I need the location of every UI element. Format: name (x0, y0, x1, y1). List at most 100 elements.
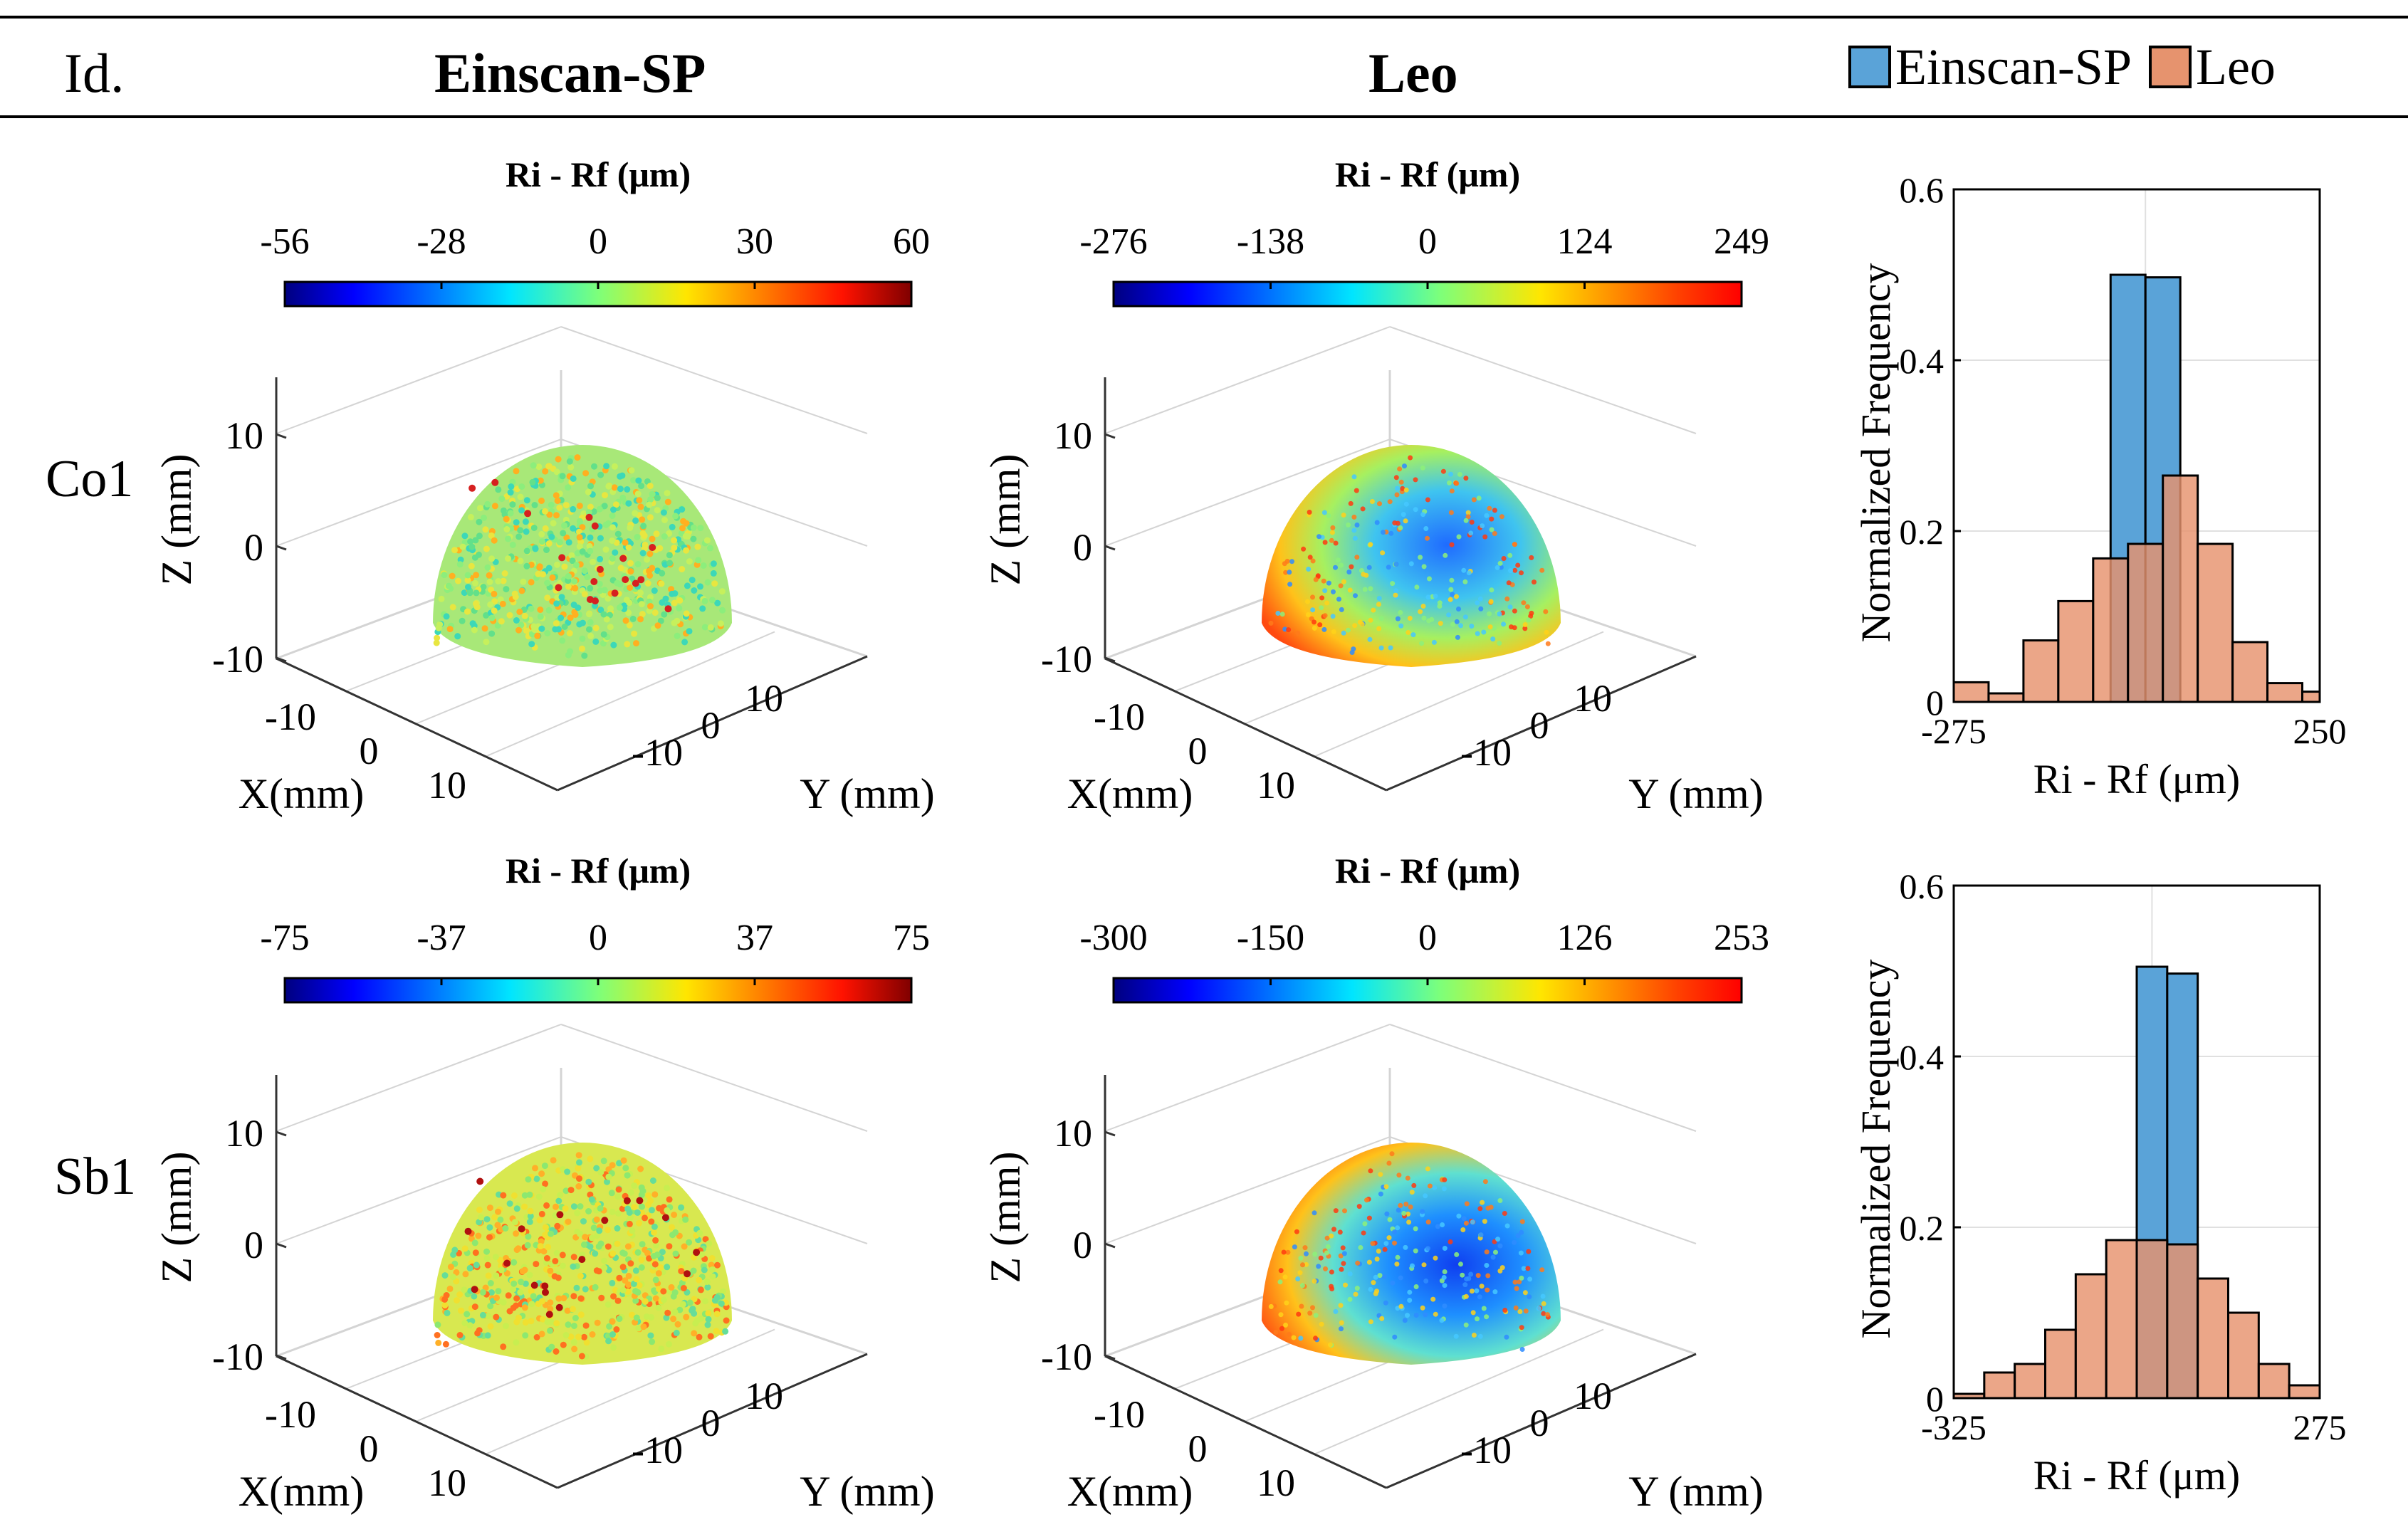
point (1413, 1284, 1419, 1289)
grid-line (1313, 1328, 1604, 1455)
point (567, 614, 574, 621)
point (491, 590, 498, 597)
point (625, 1272, 632, 1279)
point (1405, 1313, 1410, 1318)
grid-line (276, 1136, 562, 1244)
bar-leo (2105, 1239, 2138, 1400)
point (1474, 1288, 1480, 1293)
point (1541, 1301, 1546, 1306)
point (1413, 477, 1418, 483)
point (1378, 645, 1384, 651)
point (1329, 537, 1334, 543)
x-axis-label: X(mm) (1067, 770, 1193, 817)
z-tick-label: 10 (1054, 1112, 1092, 1155)
point (587, 1155, 594, 1163)
point (1494, 565, 1500, 570)
point (1454, 594, 1459, 599)
point (515, 626, 522, 634)
point (1341, 513, 1346, 518)
point (1378, 616, 1384, 621)
y-tick-label: 0.4 (1900, 341, 1944, 381)
point (661, 611, 668, 618)
bar-leo (2162, 474, 2199, 703)
point (587, 632, 595, 639)
point (494, 1222, 501, 1229)
outlier-point (555, 584, 562, 592)
point (617, 565, 624, 572)
x-tick-label: 10 (1257, 1461, 1295, 1504)
point (657, 1264, 664, 1271)
histogram-panel: 0 0.2 0.4 0.6 -325 275 Ri - Rf (μm) Normalized … (1853, 866, 2347, 1499)
point (557, 614, 565, 621)
point (451, 547, 458, 554)
point (609, 537, 616, 544)
point (517, 1289, 524, 1296)
point (616, 604, 623, 611)
point (1519, 1325, 1524, 1331)
point (518, 483, 525, 490)
point (537, 613, 544, 620)
point (1526, 1249, 1532, 1254)
point (1319, 595, 1325, 601)
y-tick-label: 0.2 (1900, 512, 1944, 552)
point (607, 605, 614, 612)
point (666, 1243, 673, 1250)
point (1285, 1249, 1291, 1255)
point (578, 1353, 585, 1360)
point (553, 468, 560, 476)
point (1403, 487, 1409, 493)
x-tick-label: 275 (2293, 1407, 2347, 1447)
point (1456, 1213, 1462, 1219)
point (484, 1261, 491, 1269)
point (1326, 513, 1331, 518)
point (474, 1330, 481, 1337)
point (1461, 1216, 1467, 1222)
point (1319, 605, 1324, 611)
point (627, 1260, 634, 1267)
point (702, 1236, 709, 1243)
grid-line (276, 1024, 562, 1132)
point (1392, 1229, 1397, 1234)
point (1410, 1263, 1415, 1269)
point (530, 1293, 537, 1300)
point (1349, 564, 1354, 570)
point (528, 579, 535, 586)
point (487, 1303, 494, 1310)
point (1464, 1276, 1470, 1282)
point (1414, 584, 1420, 590)
outlier-point (476, 1177, 484, 1185)
point (500, 507, 507, 514)
point (478, 1214, 484, 1221)
point (449, 572, 456, 579)
point (1312, 619, 1316, 625)
point (1283, 570, 1289, 575)
point (616, 1274, 623, 1281)
top-rule (0, 16, 2408, 19)
point (722, 1328, 729, 1335)
point (600, 640, 607, 647)
grid-line (276, 326, 562, 434)
point (710, 560, 717, 567)
x-tick-label: 0 (360, 1427, 379, 1470)
point (622, 539, 629, 546)
point (1393, 475, 1399, 481)
colorbar-tick-label: 249 (1714, 221, 1769, 262)
point (1463, 1293, 1469, 1299)
point (1423, 1312, 1428, 1318)
point (1380, 550, 1386, 556)
point (615, 1186, 622, 1193)
point (461, 589, 468, 597)
point (701, 1266, 708, 1274)
point (570, 525, 577, 532)
point (433, 639, 440, 646)
outlier-point (623, 1197, 631, 1205)
point (1425, 1219, 1431, 1225)
outlier-point (541, 1282, 549, 1290)
point (441, 572, 448, 579)
point (1512, 1279, 1518, 1285)
point (1461, 567, 1467, 573)
point (1499, 514, 1504, 520)
z-tick (1104, 1354, 1116, 1360)
point (1536, 1306, 1541, 1311)
point (592, 624, 600, 631)
